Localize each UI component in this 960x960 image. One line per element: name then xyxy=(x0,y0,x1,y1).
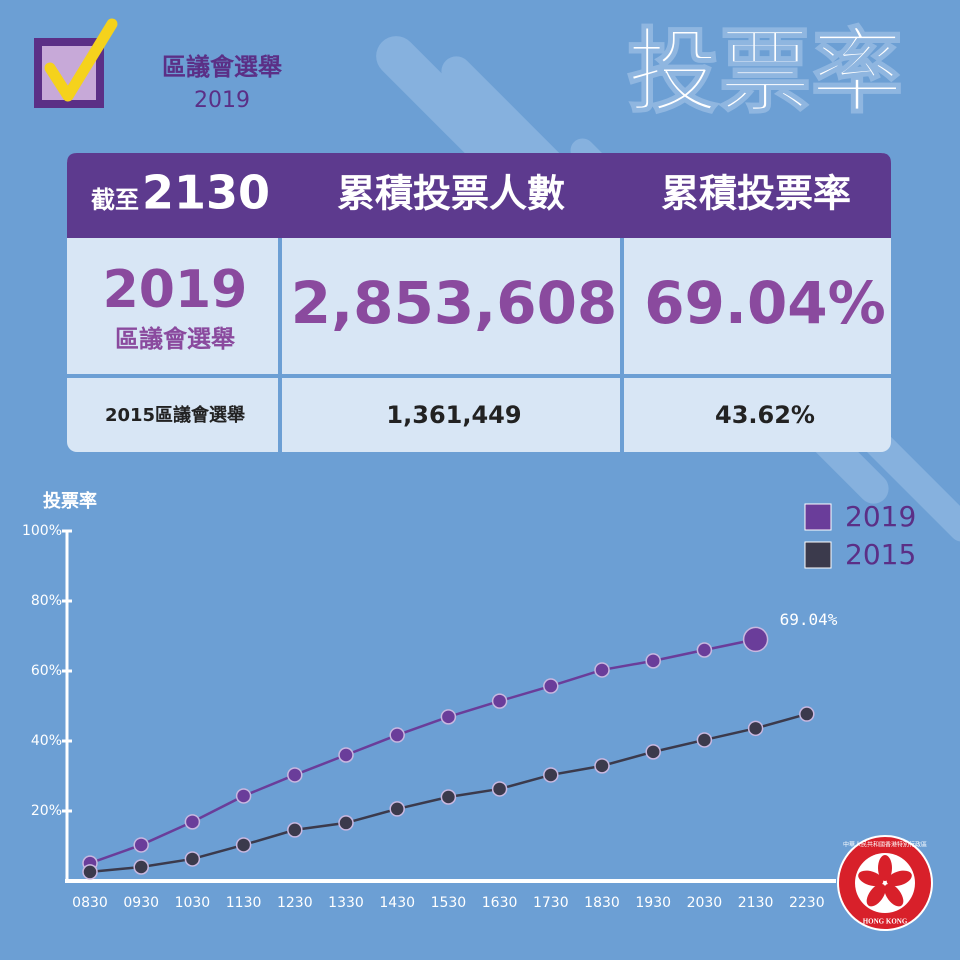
x-tick-label: 0830 xyxy=(72,895,108,911)
x-tick-label: 1530 xyxy=(431,895,467,911)
x-tick-label: 1130 xyxy=(226,895,262,911)
y-tick-label: 20% xyxy=(31,803,62,819)
legend-swatch xyxy=(804,541,832,569)
table-header xyxy=(67,153,891,238)
x-tick-label: 1830 xyxy=(584,895,620,911)
row-name: 區議會選舉 xyxy=(115,325,236,353)
logo xyxy=(34,18,118,108)
emblem-flower xyxy=(858,855,912,907)
data-point xyxy=(440,709,457,725)
data-point xyxy=(491,781,508,797)
row-name: 2015區議會選舉 xyxy=(105,404,246,426)
x-tick-label: 1330 xyxy=(328,895,364,911)
data-point xyxy=(338,747,354,763)
data-point xyxy=(594,662,610,678)
x-tick-label: 1730 xyxy=(533,895,569,911)
x-tick-label: 1230 xyxy=(277,895,313,911)
row-year: 2019 xyxy=(103,260,248,320)
x-tick-label: 1630 xyxy=(482,895,518,911)
votes: 1,361,449 xyxy=(386,401,521,429)
data-point xyxy=(133,837,149,853)
legend-label: 2019 xyxy=(845,500,916,533)
logo-check xyxy=(44,18,118,102)
data-point xyxy=(389,801,405,817)
x-tick-label: 1030 xyxy=(175,895,211,911)
data-point xyxy=(491,693,508,709)
data-point xyxy=(235,788,252,804)
series-line xyxy=(89,638,756,865)
y-tick-label: 80% xyxy=(31,593,62,609)
data-point xyxy=(184,814,201,830)
data-point xyxy=(696,732,713,748)
data-point xyxy=(696,642,713,658)
data-point xyxy=(645,744,661,760)
x-tick-label: 0930 xyxy=(123,895,159,911)
data-point xyxy=(645,653,661,669)
data-point xyxy=(742,626,769,653)
data-point xyxy=(133,859,149,875)
x-tick-label: 2130 xyxy=(738,895,774,911)
page-title: 投票率 xyxy=(627,18,903,125)
emblem-name: HONG KONG xyxy=(863,918,908,926)
data-point xyxy=(184,851,201,867)
data-point xyxy=(338,815,354,831)
data-point xyxy=(82,864,98,880)
rate: 69.04% xyxy=(644,269,886,337)
as-of-time: 2130 xyxy=(142,166,270,220)
data-point xyxy=(594,758,610,774)
y-tick-label: 100% xyxy=(22,523,62,539)
y-tick-label: 40% xyxy=(31,733,62,749)
legend-label: 2015 xyxy=(845,538,916,571)
data-point xyxy=(389,727,405,743)
data-point xyxy=(287,767,303,783)
x-tick-label: 1930 xyxy=(635,895,671,911)
data-point xyxy=(440,789,457,805)
data-point xyxy=(287,822,303,838)
chart: 20% 40% 60% 80% 100% 0830 0930 1030 1130 1230 1330… xyxy=(22,500,916,911)
as-of: 截至 xyxy=(91,186,139,214)
col-header: 累積投票人數 xyxy=(337,172,565,216)
votes: 2,853,608 xyxy=(291,269,618,337)
data-point xyxy=(543,678,559,694)
logo-title: 區議會選舉 xyxy=(162,53,283,81)
legend-swatch xyxy=(804,503,832,531)
data-point xyxy=(543,767,559,783)
x-tick-label: 2030 xyxy=(687,895,723,911)
emblem: 中華人民共和國香港特別行政區 HONG KONG xyxy=(837,835,933,931)
data-point xyxy=(799,706,815,722)
emblem-ring-text: 中華人民共和國香港特別行政區 xyxy=(843,841,927,849)
data-point xyxy=(747,720,764,737)
y-tick-label: 60% xyxy=(31,663,62,679)
data-point xyxy=(235,837,252,853)
x-tick-label: 1430 xyxy=(379,895,415,911)
rate: 43.62% xyxy=(715,401,815,429)
table xyxy=(67,153,891,452)
x-tick-label: 2230 xyxy=(789,895,825,911)
col-header: 累積投票率 xyxy=(661,172,851,216)
y-axis-label: 投票率 xyxy=(43,490,97,512)
data-label: 69.04% xyxy=(780,610,838,629)
logo-year: 2019 xyxy=(194,88,250,113)
